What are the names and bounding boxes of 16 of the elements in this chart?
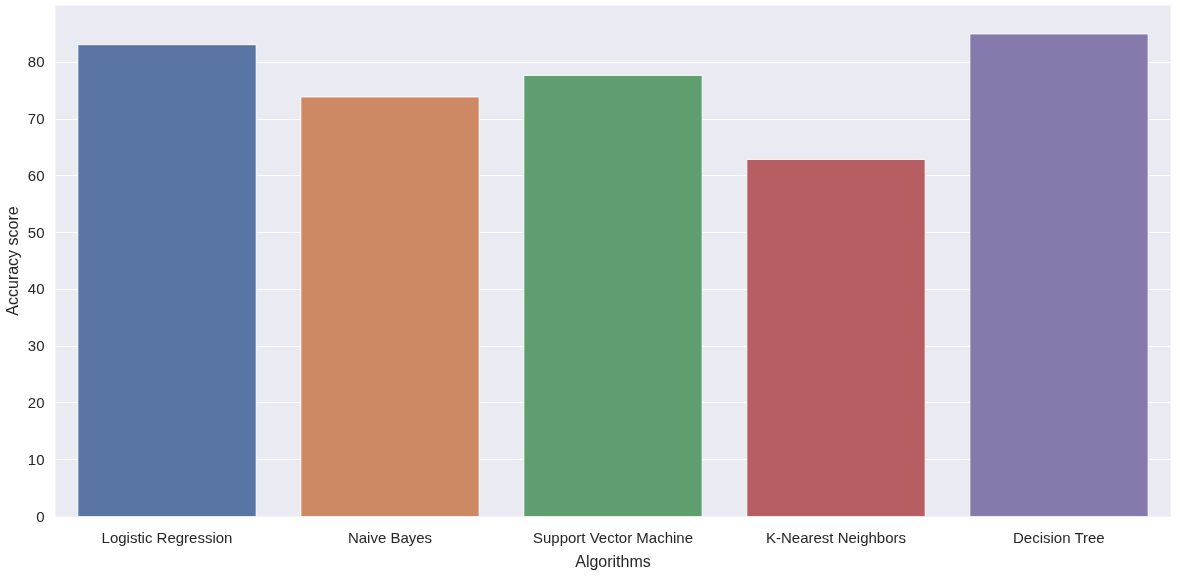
- y-tick-label: 10: [27, 450, 45, 468]
- y-tick-label: 40: [27, 280, 45, 298]
- y-tick-label: 60: [27, 166, 45, 184]
- x-tick-label: Support Vector Machine: [532, 528, 694, 546]
- y-tick-label: 50: [27, 223, 45, 241]
- y-tick-label: 20: [27, 393, 45, 411]
- x-tick-label: Decision Tree: [1013, 528, 1105, 546]
- x-tick-label: Logistic Regression: [101, 528, 233, 546]
- y-tick-label: 80: [27, 53, 45, 71]
- y-tick-label: 70: [27, 110, 45, 128]
- x-axis-title: Algorithms: [575, 552, 651, 570]
- x-tick-label: Naive Bayes: [347, 528, 433, 546]
- x-tick-label: K-Nearest Neighbors: [765, 528, 907, 546]
- y-tick-label: 0: [36, 507, 45, 525]
- y-tick-label: 30: [27, 337, 45, 355]
- y-axis-title: Accuracy score: [3, 206, 21, 316]
